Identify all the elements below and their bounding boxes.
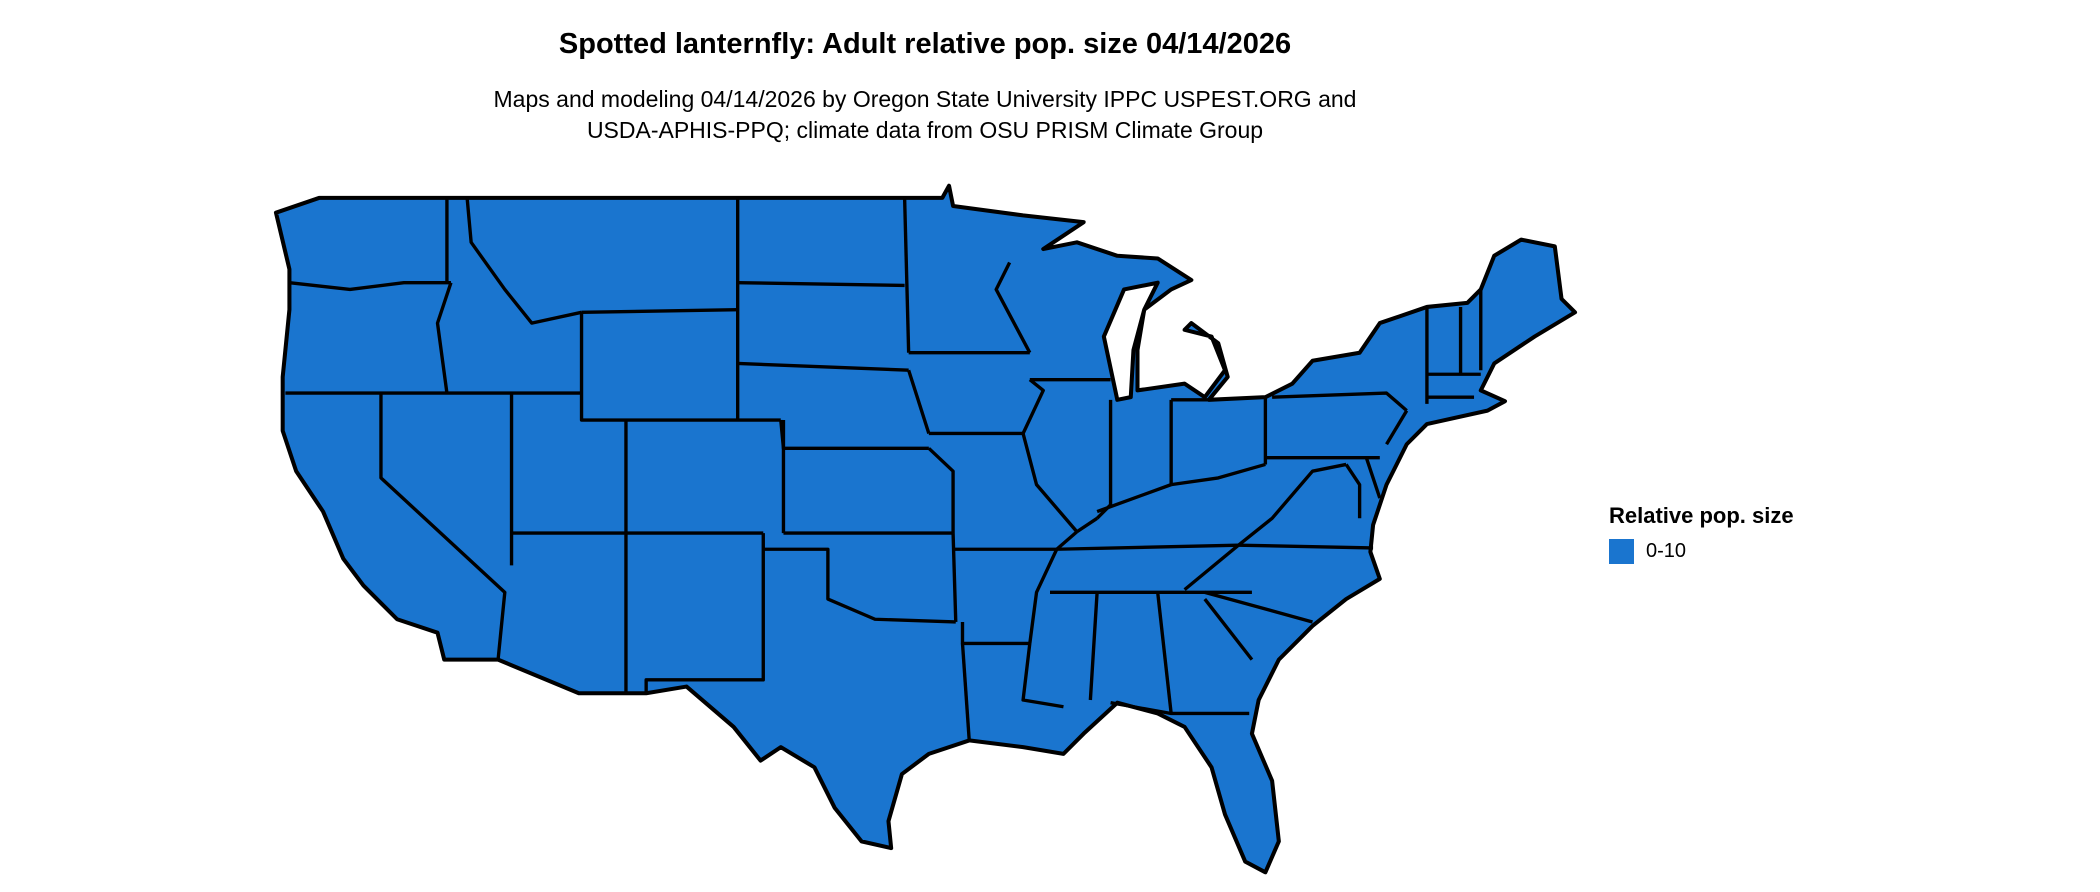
state-border xyxy=(1096,483,1172,514)
legend: Relative pop. size 0-10 xyxy=(1609,503,1794,564)
state-borders xyxy=(285,197,1483,741)
state-border xyxy=(581,307,738,315)
state-border xyxy=(737,361,909,372)
state-border xyxy=(737,281,905,288)
state-border xyxy=(289,281,451,292)
state-border xyxy=(1021,643,1064,709)
state-border xyxy=(1156,592,1173,714)
legend-label: 0-10 xyxy=(1646,540,1687,562)
state-border xyxy=(1021,378,1045,435)
legend-title: Relative pop. size xyxy=(1609,503,1794,528)
state-border xyxy=(951,533,958,622)
legend-item: 0-10 xyxy=(1609,539,1794,564)
us-outline xyxy=(273,183,1578,875)
state-border xyxy=(1236,462,1374,550)
state-border xyxy=(379,393,507,660)
subtitle-line-2: USDA-APHIS-PPQ; climate data from OSU PR… xyxy=(586,117,1264,143)
map-subtitle: Maps and modeling 04/14/2026 by Oregon S… xyxy=(0,84,1850,146)
state-border xyxy=(1364,457,1382,499)
state-border xyxy=(763,547,956,624)
state-border xyxy=(902,197,911,353)
state-border xyxy=(927,447,955,534)
state-border xyxy=(1204,590,1313,624)
state-border xyxy=(1056,543,1239,551)
state-border xyxy=(1203,598,1254,661)
state-border xyxy=(579,312,781,422)
state-border xyxy=(465,197,582,325)
state-border xyxy=(435,282,453,394)
state-border xyxy=(1088,592,1099,701)
state-border xyxy=(1344,463,1362,519)
state-border xyxy=(1095,399,1113,520)
state-border xyxy=(1055,530,1079,551)
state-border xyxy=(1272,391,1408,412)
subtitle-line-1: Maps and modeling 04/14/2026 by Oregon S… xyxy=(493,86,1357,112)
state-border xyxy=(1075,516,1099,534)
map-title: Spotted lanternfly: Adult relative pop. … xyxy=(558,28,1292,60)
state-border xyxy=(1110,701,1250,716)
state-border xyxy=(994,261,1032,354)
state-border xyxy=(1385,409,1409,446)
state-border xyxy=(1183,543,1240,591)
state-border xyxy=(960,643,971,741)
lake-michigan xyxy=(1101,280,1160,402)
state-border xyxy=(1021,433,1079,533)
state-border xyxy=(1028,548,1059,644)
legend-swatch xyxy=(1609,539,1634,564)
state-border xyxy=(1170,462,1266,487)
state-border xyxy=(907,369,931,434)
state-border xyxy=(644,533,765,694)
